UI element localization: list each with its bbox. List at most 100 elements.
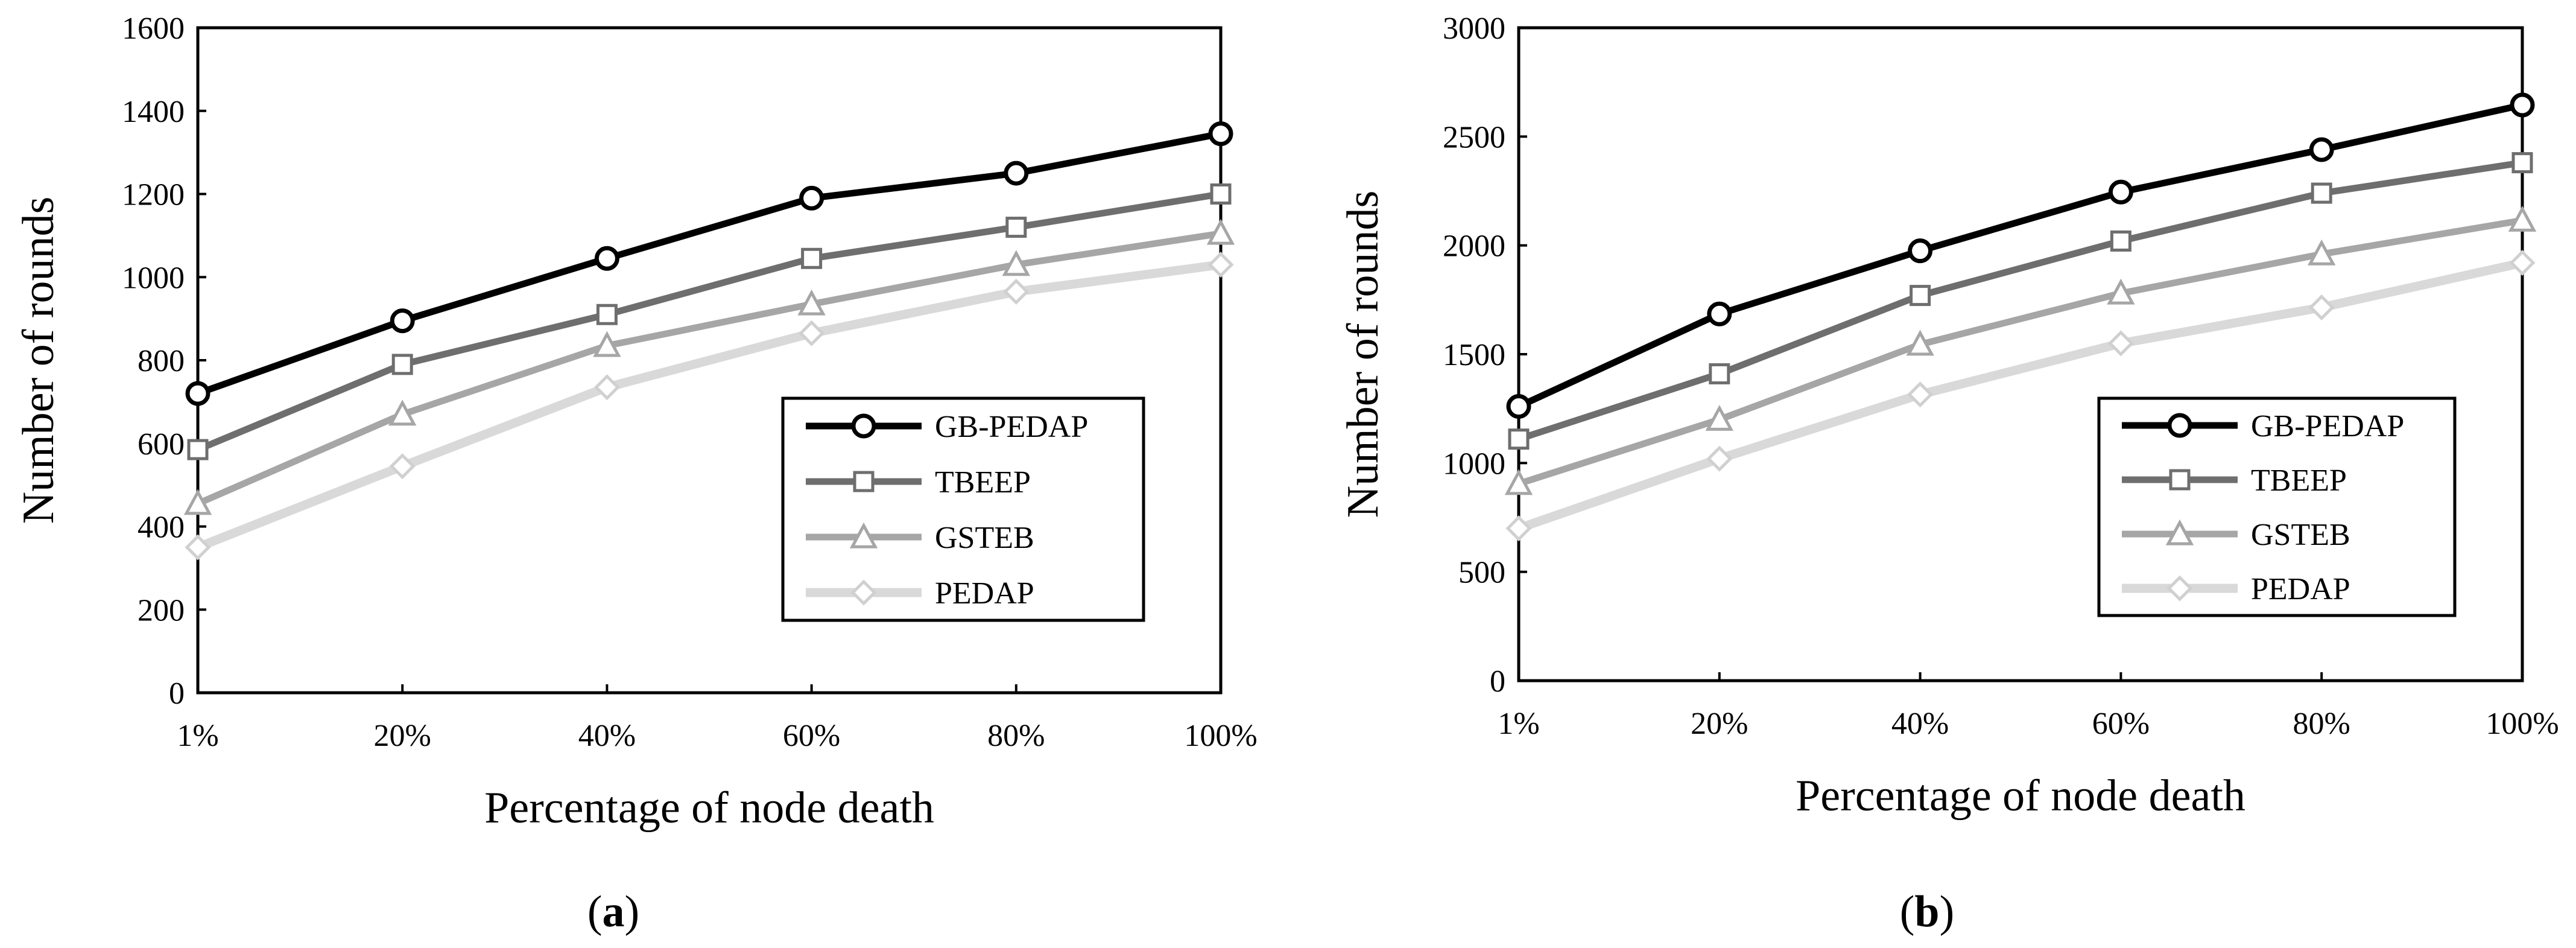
- legend-box: [781, 396, 1145, 622]
- x-axis-title: Percentage of node death: [484, 783, 934, 833]
- legend-label: PEDAP: [2251, 572, 2350, 606]
- data-point-gsteb: [1002, 250, 1030, 276]
- data-point-gb-pedap: [2309, 137, 2334, 162]
- series-gb-pedap: [1506, 92, 2535, 419]
- data-point-tbeep: [1709, 363, 1730, 384]
- data-point-tbeep: [596, 304, 618, 325]
- x-tick-label: 1%: [1498, 707, 1539, 741]
- legend-marker-gsteb: [2165, 519, 2194, 546]
- series-gsteb: [1504, 205, 2537, 495]
- series-gb-pedap: [185, 121, 1233, 406]
- data-point-pedap: [2308, 294, 2335, 320]
- data-point-gsteb: [388, 399, 417, 426]
- y-tick-label: 1200: [122, 178, 185, 212]
- x-tick-label: 100%: [1184, 719, 1257, 753]
- data-point-tbeep: [2511, 152, 2533, 174]
- y-axis-title: Number of rounds: [1338, 191, 1388, 518]
- y-tick-label: 3000: [1443, 11, 1505, 46]
- data-point-gsteb: [2308, 239, 2336, 266]
- data-point-tbeep: [801, 247, 823, 269]
- data-point-pedap: [185, 534, 211, 561]
- x-tick-label: 80%: [2293, 707, 2350, 741]
- data-point-gb-pedap: [1004, 161, 1029, 186]
- legend-label: GB-PEDAP: [935, 410, 1088, 444]
- series-line-tbeep: [194, 191, 1224, 453]
- data-point-pedap: [799, 320, 825, 346]
- legend-label: GSTEB: [2251, 518, 2350, 552]
- data-point-tbeep: [1210, 183, 1232, 205]
- legend: GB-PEDAP TBEEP GSTEB PEDAP: [781, 396, 1145, 622]
- legend-label: GSTEB: [935, 521, 1034, 555]
- legend-label: GB-PEDAP: [2251, 409, 2404, 444]
- series-gsteb: [183, 218, 1235, 515]
- x-tick-label: 40%: [1891, 707, 1949, 741]
- legend-marker-tbeep: [853, 471, 875, 492]
- legend-label: TBEEP: [2251, 463, 2347, 498]
- data-point-pedap: [1907, 381, 1934, 408]
- data-point-tbeep: [187, 439, 209, 460]
- y-tick-label: 2500: [1443, 120, 1505, 154]
- x-tick-label: 60%: [2092, 707, 2150, 741]
- x-tick-label: 80%: [987, 719, 1045, 753]
- caption-letter: a: [603, 887, 625, 937]
- x-axis-title: Percentage of node death: [1796, 771, 2245, 821]
- caption-close-paren: ): [625, 887, 640, 937]
- data-point-pedap: [593, 374, 620, 401]
- y-tick-label: 1000: [122, 261, 185, 295]
- data-point-gb-pedap: [1506, 394, 1531, 419]
- series-tbeep: [187, 183, 1232, 460]
- legend-marker-gsteb: [849, 522, 878, 549]
- chart-panel-b: 0 500 1000 1500 2000 2500 3000 1% 20% 40% 60% 80% 10…: [1338, 11, 2559, 937]
- data-point-gsteb: [1504, 469, 1533, 495]
- x-tick-label: 60%: [783, 719, 840, 753]
- legend-marker-pedap: [2166, 575, 2193, 602]
- data-point-gb-pedap: [390, 308, 415, 334]
- data-point-gsteb: [593, 331, 621, 357]
- data-point-gsteb: [183, 489, 212, 515]
- y-axis-title: Number of rounds: [14, 197, 63, 524]
- legend-marker-pedap: [850, 579, 877, 606]
- data-point-gsteb: [2508, 205, 2537, 232]
- series-pedap: [185, 252, 1234, 561]
- legend: GB-PEDAP TBEEP GSTEB PEDAP: [2097, 396, 2457, 617]
- legend-label: TBEEP: [935, 465, 1031, 500]
- series-line-gb-pedap: [194, 130, 1224, 397]
- data-point-tbeep: [1005, 217, 1027, 238]
- data-point-pedap: [389, 453, 416, 480]
- data-point-pedap: [1706, 445, 1733, 472]
- caption-open-paren: (: [1900, 887, 1915, 937]
- legend-marker-gb-pedap: [2167, 413, 2192, 438]
- caption-close-paren: ): [1940, 887, 1955, 937]
- x-tick-label: 1%: [177, 719, 218, 753]
- caption-letter: b: [1914, 887, 1939, 937]
- x-tick-label: 100%: [2486, 707, 2559, 741]
- legend-marker-tbeep: [2169, 469, 2191, 491]
- data-point-tbeep: [2311, 182, 2332, 204]
- data-point-gb-pedap: [799, 185, 824, 211]
- data-point-gb-pedap: [594, 246, 619, 271]
- y-tick-label: 400: [138, 511, 185, 545]
- chart-panel-a: 0 200 400 600 800 1000 1200 1400 1600 1% 20% 40% 60%…: [14, 11, 1258, 937]
- series-line-pedap: [1514, 258, 2527, 533]
- x-tick-label: 20%: [374, 719, 431, 753]
- data-point-gsteb: [1906, 329, 1934, 356]
- data-point-pedap: [1003, 278, 1030, 305]
- series-line-gb-pedap: [1515, 101, 2526, 410]
- data-point-gsteb: [797, 289, 826, 316]
- x-tick-label: 20%: [1691, 707, 1748, 741]
- data-point-tbeep: [1508, 428, 1530, 450]
- series-line-gsteb: [194, 230, 1224, 507]
- x-tick-label: 40%: [578, 719, 636, 753]
- panel-caption: (b): [1900, 887, 1954, 937]
- y-tick-label: 1600: [122, 11, 185, 46]
- y-tick-label: 0: [169, 676, 185, 711]
- data-point-pedap: [1207, 252, 1234, 278]
- y-tick-label: 1400: [122, 95, 185, 129]
- data-point-gsteb: [1705, 404, 1733, 431]
- data-point-gsteb: [2107, 278, 2135, 305]
- series-pedap: [1505, 249, 2536, 542]
- y-tick-label: 2000: [1443, 229, 1505, 264]
- legend-marker-gb-pedap: [851, 413, 876, 439]
- data-point-tbeep: [2110, 230, 2131, 252]
- data-point-gb-pedap: [2510, 92, 2535, 118]
